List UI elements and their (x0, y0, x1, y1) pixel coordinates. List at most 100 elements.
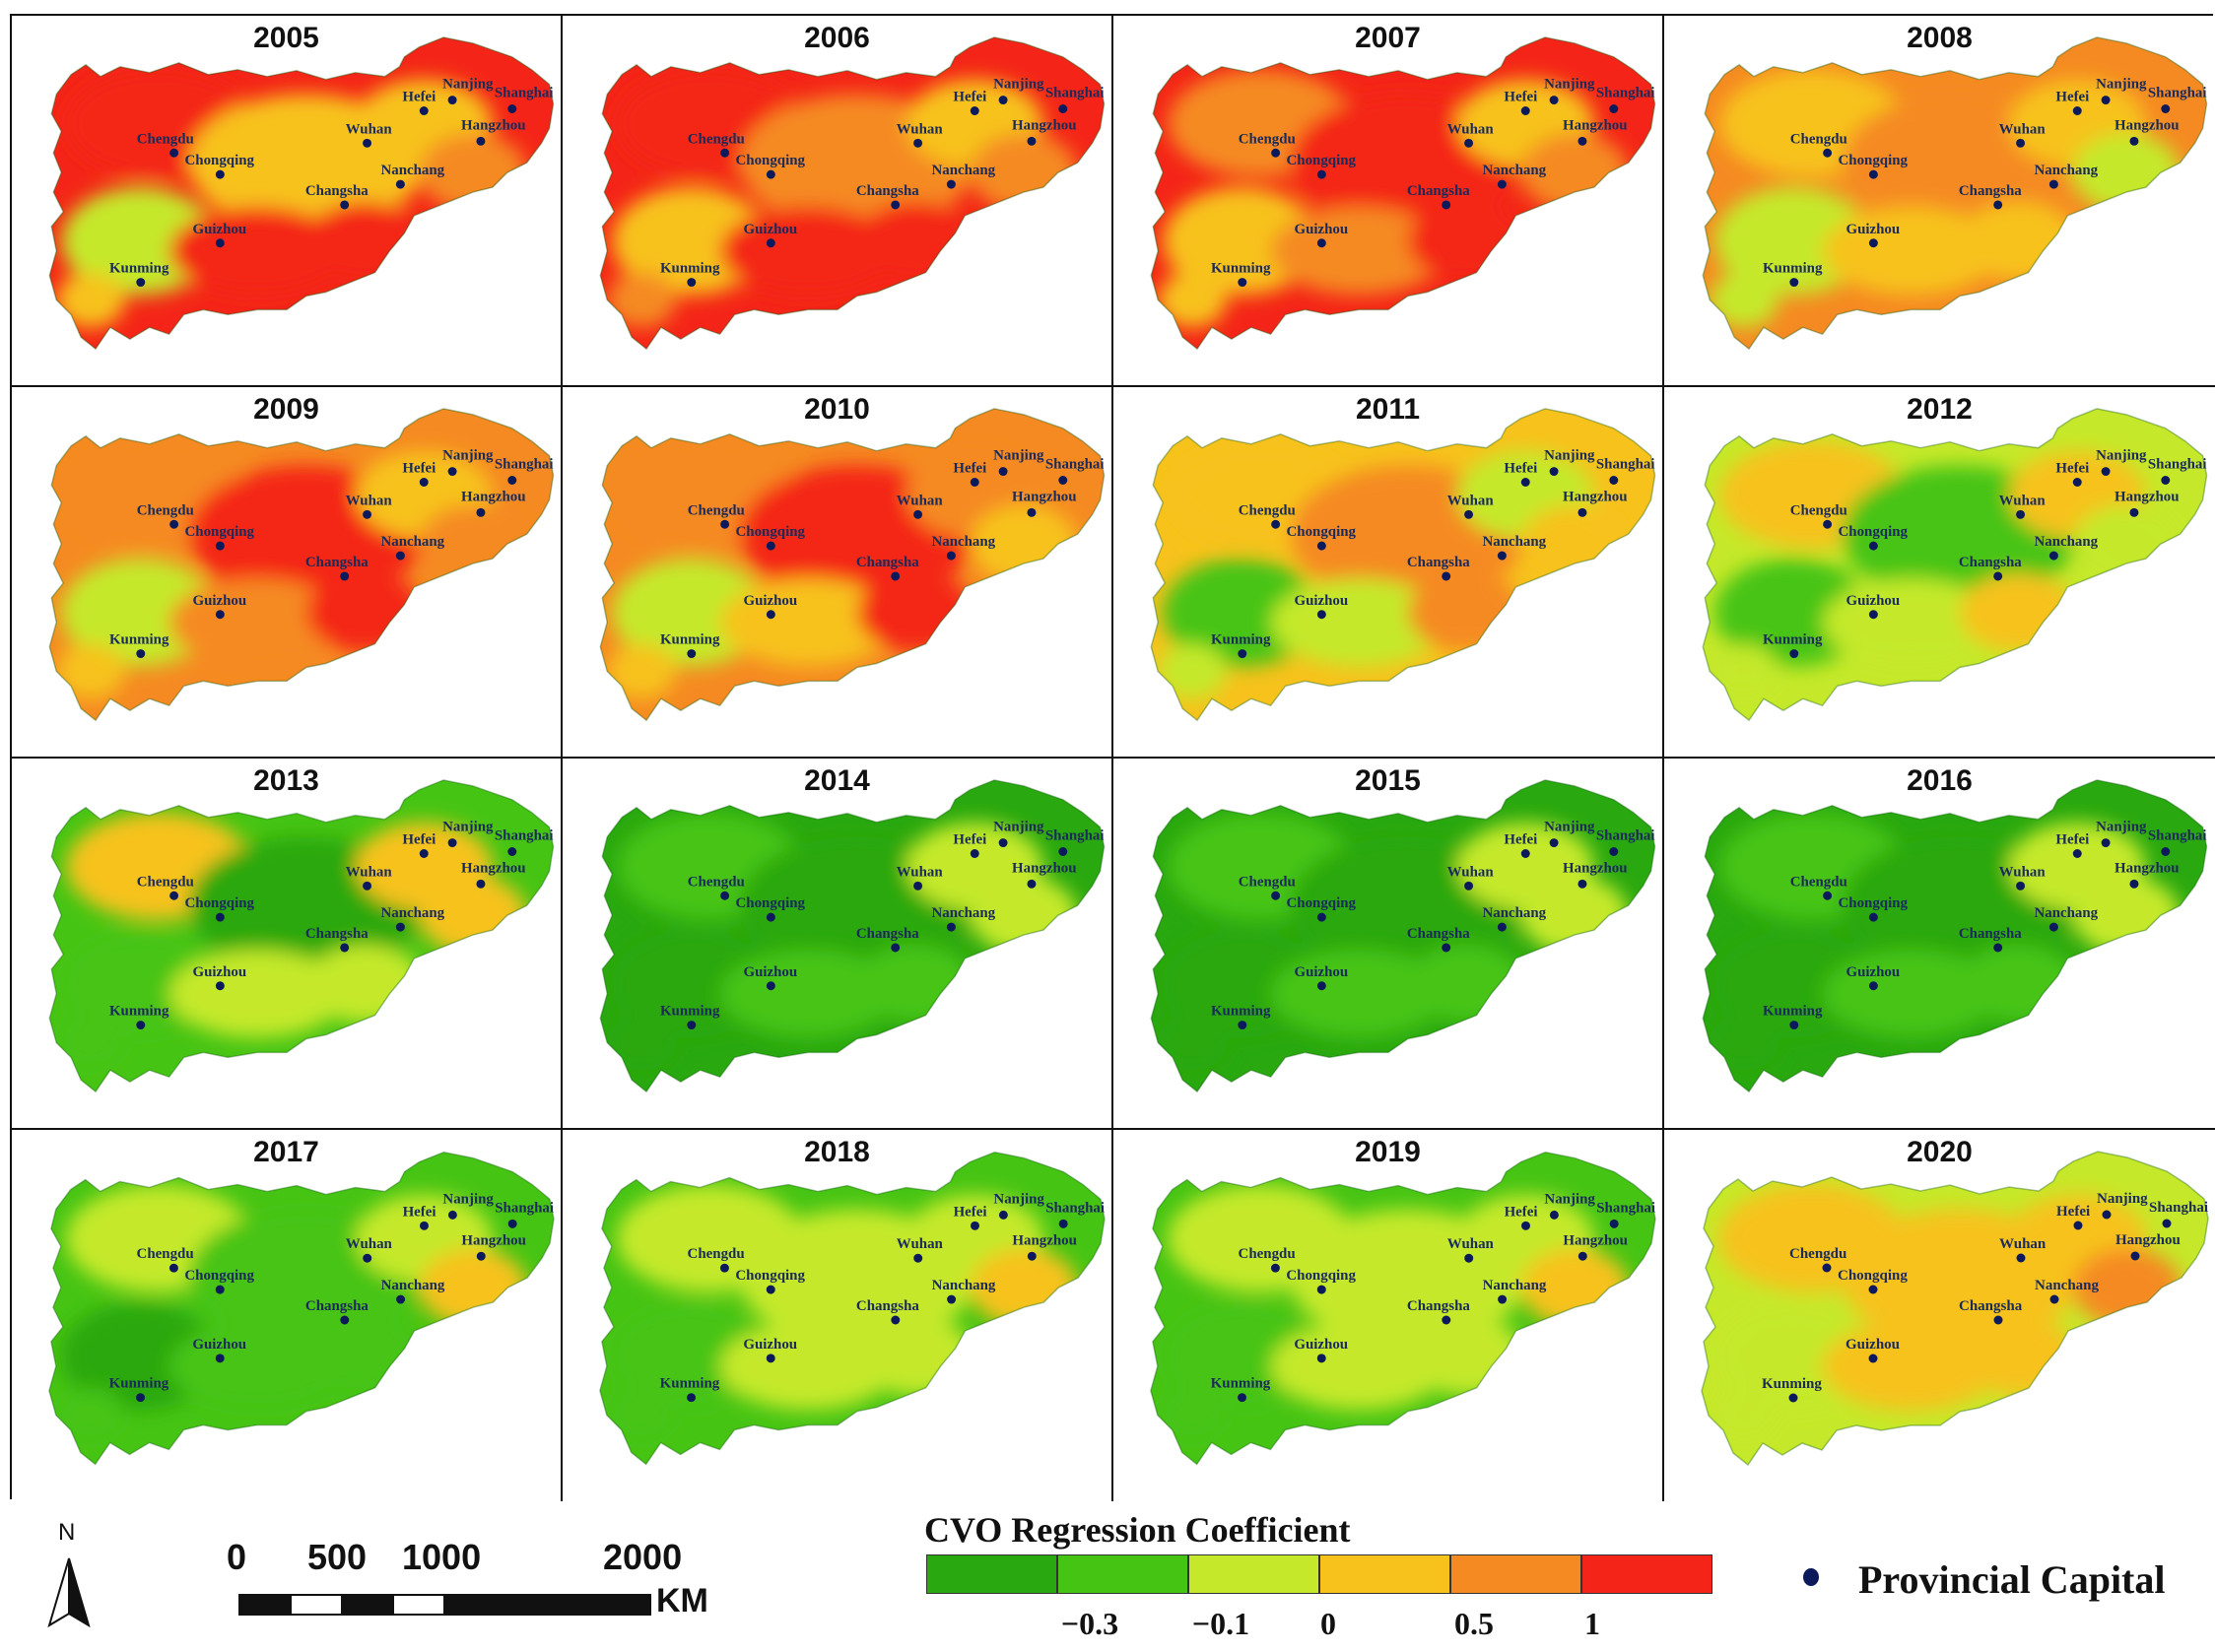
city-label: Shanghai (1045, 1200, 1105, 1216)
city-label: Hefei (2055, 90, 2089, 105)
capital-dot (340, 1315, 350, 1325)
capital-dot (215, 238, 225, 248)
city-label: Chongqing (1839, 895, 1909, 911)
capital-dot (215, 169, 225, 179)
year-label: 2005 (253, 22, 319, 54)
coefficient-zone (56, 1015, 125, 1071)
city-label: Hefei (954, 1204, 987, 1220)
city-label: Chengdu (1239, 502, 1296, 518)
city-label: Chengdu (688, 131, 745, 147)
city-label: Hangzhou (461, 117, 525, 133)
capital-dot (2072, 849, 2082, 858)
year-label: 2011 (1355, 393, 1421, 426)
city-label: Shanghai (1596, 1200, 1655, 1216)
city-label: Chengdu (1790, 874, 1847, 890)
capital-dot (766, 169, 775, 179)
coefficient-zone (1270, 1321, 1447, 1411)
coefficient-zone (1959, 201, 2078, 281)
city-label: Guizhou (743, 1337, 797, 1353)
city-label: Guizhou (744, 222, 798, 237)
city-label: Nanjing (2097, 1191, 2148, 1207)
year-label: 2006 (804, 22, 870, 54)
coefficient-zone (1407, 944, 1526, 1024)
capital-dot (766, 981, 775, 991)
capital-dot (891, 200, 901, 210)
region-outline (1701, 1151, 2209, 1467)
city-label: Changsha (1959, 926, 2022, 942)
legend-swatch (926, 1554, 1057, 1594)
city-label: Chengdu (1239, 1246, 1296, 1262)
city-label: Shanghai (1045, 86, 1105, 101)
capital-dot (1868, 1285, 1878, 1294)
city-label: Changsha (305, 183, 369, 199)
city-label: Chongqing (735, 1268, 805, 1284)
capital-dot (1497, 179, 1507, 189)
city-label: Wuhan (346, 493, 393, 508)
capital-dot (476, 879, 486, 889)
capital-dot (891, 1315, 901, 1325)
region-outline (48, 1151, 555, 1466)
city-label: Guizhou (193, 222, 247, 237)
capital-dot (891, 943, 901, 953)
region-outline (599, 408, 1106, 722)
capital-dot (2129, 507, 2139, 517)
map-panel-2011: 2011 Chengdu Chongqing Guizhou Kunming Wuhan C… (1113, 387, 1664, 759)
capital-dot (2161, 847, 2171, 856)
city-label: Shanghai (495, 457, 554, 473)
capital-dot (476, 1251, 486, 1261)
capital-dot (1058, 104, 1068, 113)
city-label: Shanghai (2148, 828, 2207, 844)
city-label: Chongqing (1838, 1268, 1908, 1284)
map-panel-2020: 2020 Chengdu Chongqing Guizhou Kunming Wuhan C… (1664, 1130, 2215, 1501)
capital-dot (1868, 981, 1878, 991)
coefficient-zone (1822, 949, 1999, 1038)
legend-tick-3: 0 (1320, 1606, 1336, 1641)
map-panel-2008: 2008 Chengdu Chongqing Guizhou Kunming Wuhan C… (1664, 16, 2215, 387)
capital-dot (363, 509, 372, 519)
city-label: Kunming (660, 1376, 720, 1392)
city-label: Shanghai (2149, 1200, 2208, 1216)
year-label: 2007 (1355, 22, 1421, 54)
city-label: Guizhou (1295, 964, 1349, 980)
map-panel-2012: 2012 Chengdu Chongqing Guizhou Kunming Wuhan C… (1664, 387, 2215, 759)
year-label: 2016 (1907, 764, 1973, 797)
city-label: Hangzhou (1012, 860, 1076, 876)
city-label: Wuhan (1447, 493, 1495, 508)
map-panel-2016: 2016 Chengdu Chongqing Guizhou Kunming Wuhan C… (1664, 759, 2215, 1130)
year-label: 2010 (804, 393, 870, 426)
city-label: Shanghai (495, 828, 554, 844)
city-label: Changsha (1959, 555, 2022, 570)
capital-dot (395, 179, 405, 189)
capital-dot (2162, 1219, 2172, 1228)
city-label: Hefei (2056, 1204, 2090, 1220)
capital-dot (2016, 509, 2026, 519)
city-label: Hefei (1504, 832, 1537, 848)
capital-dot (970, 106, 979, 115)
capital-dot (2016, 881, 2026, 891)
legend-swatch (1319, 1554, 1450, 1594)
capital-dot (1868, 541, 1878, 551)
capital-dot (1270, 1263, 1280, 1273)
capital-dot (447, 467, 457, 477)
region-outline (48, 36, 555, 351)
legend-tick-1: −0.3 (1060, 1606, 1119, 1641)
city-label: Shanghai (1596, 828, 1655, 844)
city-label: Changsha (1407, 555, 1470, 570)
map-panel-2018: 2018 Chengdu Chongqing Guizhou Kunming Wuhan C… (563, 1130, 1113, 1501)
capital-dot (766, 238, 775, 248)
city-label: Hefei (402, 90, 436, 105)
city-label: Hangzhou (461, 489, 525, 504)
capital-dot (2130, 1251, 2140, 1261)
city-label: Kunming (1211, 632, 1271, 648)
region-outline (1150, 36, 1656, 351)
city-label: Kunming (660, 1004, 720, 1020)
capital-dot (2016, 1253, 2026, 1263)
coefficient-zone (719, 1321, 897, 1411)
city-label: Wuhan (1999, 121, 2047, 137)
city-label: Hangzhou (1563, 860, 1627, 876)
coefficient-zone (1959, 572, 2078, 652)
coefficient-zone (607, 1015, 676, 1071)
capital-dot (1868, 912, 1878, 922)
city-label: Wuhan (1447, 121, 1495, 137)
city-label: Guizhou (193, 964, 247, 980)
